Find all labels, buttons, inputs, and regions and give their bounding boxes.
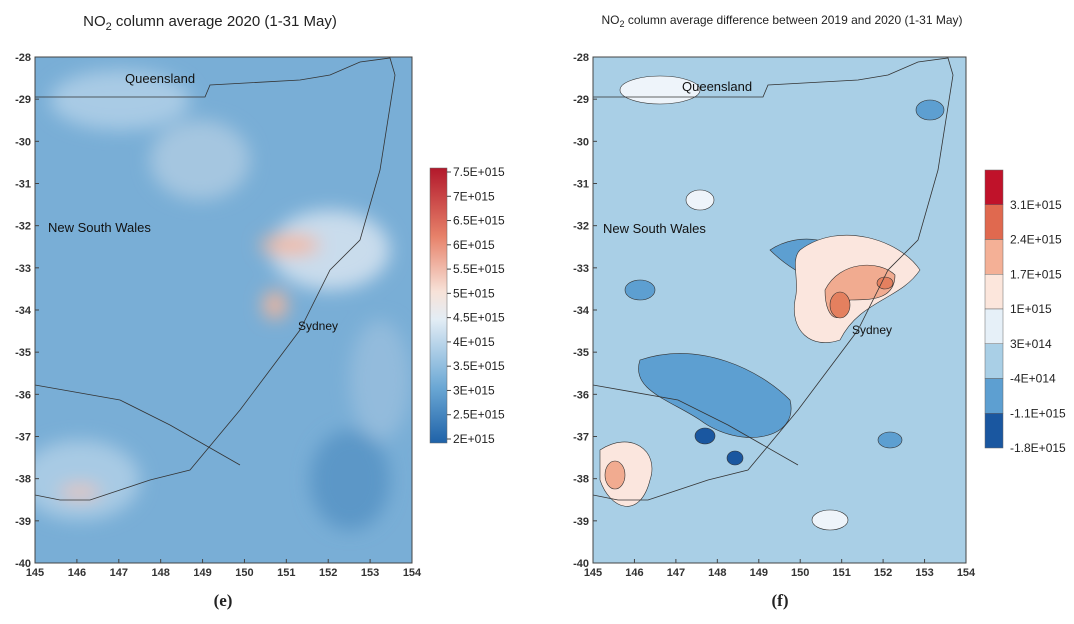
y-tick-label: -35 [15, 347, 31, 359]
map-field [593, 57, 966, 563]
y-tick-label: -32 [15, 221, 31, 233]
colorbar-label: 7.5E+015 [453, 165, 505, 179]
x-tick-label: 154 [957, 567, 976, 579]
x-tick-label: 151 [832, 567, 850, 579]
y-tick-label: -29 [15, 94, 31, 106]
y-tick-label: -30 [15, 136, 31, 148]
colorbar-label: 5.5E+015 [453, 262, 505, 276]
y-tick-label: -33 [573, 263, 589, 275]
place-label: Sydney [852, 323, 892, 337]
x-tick-label: 147 [110, 567, 128, 579]
colorbar-label: 4.5E+015 [453, 311, 505, 325]
x-tick-label: 148 [151, 567, 169, 579]
colorbar-label: 4E+015 [453, 335, 495, 349]
place-label: Sydney [298, 319, 338, 333]
y-tick-label: -39 [15, 516, 31, 528]
colorbar-label: -4E+014 [1010, 372, 1056, 386]
colorbar-block [984, 239, 1004, 275]
panel-title: NO2 column average difference between 20… [601, 13, 962, 29]
colorbar-block [984, 274, 1004, 310]
y-tick-label: -33 [15, 263, 31, 275]
x-tick-label: 150 [235, 567, 253, 579]
panel-title: NO2 column average 2020 (1-31 May) [83, 13, 337, 33]
colorbar-label: 3E+014 [1010, 337, 1052, 351]
colorbar-block [984, 169, 1004, 205]
x-tick-label: 146 [68, 567, 86, 579]
y-tick-label: -38 [15, 474, 31, 486]
colorbar-label: 2.4E+015 [1010, 233, 1062, 247]
colorbar-label: 7E+015 [453, 189, 495, 203]
colorbar-block [984, 204, 1004, 240]
x-tick-label: 152 [874, 567, 892, 579]
x-tick-label: 146 [625, 567, 643, 579]
y-tick-label: -40 [573, 558, 589, 570]
colorbar-label: 1E+015 [1010, 302, 1052, 316]
colorbar-label: 6.5E+015 [453, 214, 505, 228]
x-tick-label: 151 [277, 567, 295, 579]
caption: (e) [214, 591, 233, 610]
y-tick-label: -31 [15, 179, 31, 191]
caption: (f) [772, 591, 789, 610]
y-tick-label: -36 [573, 389, 589, 401]
x-tick-label: 154 [403, 567, 422, 579]
colorbar-block [984, 343, 1004, 379]
colorbar-label: 3E+015 [453, 383, 495, 397]
colorbar: 3.1E+015 2.4E+015 1.7E+015 1E+015 3E+014 -4E+… [984, 169, 1066, 455]
y-tick-label: -29 [573, 94, 589, 106]
place-label: New South Wales [603, 221, 706, 236]
colorbar [429, 167, 448, 444]
x-tick-label: 147 [667, 567, 685, 579]
x-tick-label: 149 [193, 567, 211, 579]
y-tick-label: -34 [573, 305, 590, 317]
y-tick-label: -35 [573, 347, 589, 359]
y-tick-label: -37 [15, 432, 31, 444]
x-tick-label: 152 [319, 567, 337, 579]
y-tick-label: -37 [573, 432, 589, 444]
x-tick-label: 153 [915, 567, 933, 579]
y-tick-label: -28 [15, 52, 31, 64]
x-tick-label: 145 [26, 567, 44, 579]
y-tick-label: -31 [573, 179, 589, 191]
colorbar-block [984, 413, 1004, 449]
y-tick-label: -34 [15, 305, 32, 317]
y-tick-label: -40 [15, 558, 31, 570]
colorbar-label: 5E+015 [453, 286, 495, 300]
x-tick-label: 145 [584, 567, 602, 579]
y-tick-label: -32 [573, 221, 589, 233]
place-label: New South Wales [48, 220, 151, 235]
colorbar-label: 1.7E+015 [1010, 267, 1062, 281]
colorbar-block [984, 308, 1004, 344]
y-tick-label: -28 [573, 52, 589, 64]
y-tick-label: -38 [573, 474, 589, 486]
y-tick-label: -30 [573, 136, 589, 148]
x-tick-label: 153 [361, 567, 379, 579]
colorbar-label: -1.1E+015 [1010, 406, 1066, 420]
x-tick-label: 150 [791, 567, 809, 579]
colorbar-label: 3.5E+015 [453, 359, 505, 373]
x-tick-label: 149 [750, 567, 768, 579]
colorbar-label: 2.5E+015 [453, 408, 505, 422]
y-tick-label: -39 [573, 516, 589, 528]
place-label: Queensland [682, 79, 752, 94]
map-field [35, 57, 412, 563]
colorbar-label: 2E+015 [453, 432, 495, 446]
colorbar-block [984, 378, 1004, 414]
colorbar-label: 6E+015 [453, 238, 495, 252]
y-tick-label: -36 [15, 389, 31, 401]
colorbar-label: -1.8E+015 [1010, 441, 1066, 455]
place-label: Queensland [125, 71, 195, 86]
colorbar-label: 3.1E+015 [1010, 198, 1062, 212]
x-tick-label: 148 [708, 567, 726, 579]
